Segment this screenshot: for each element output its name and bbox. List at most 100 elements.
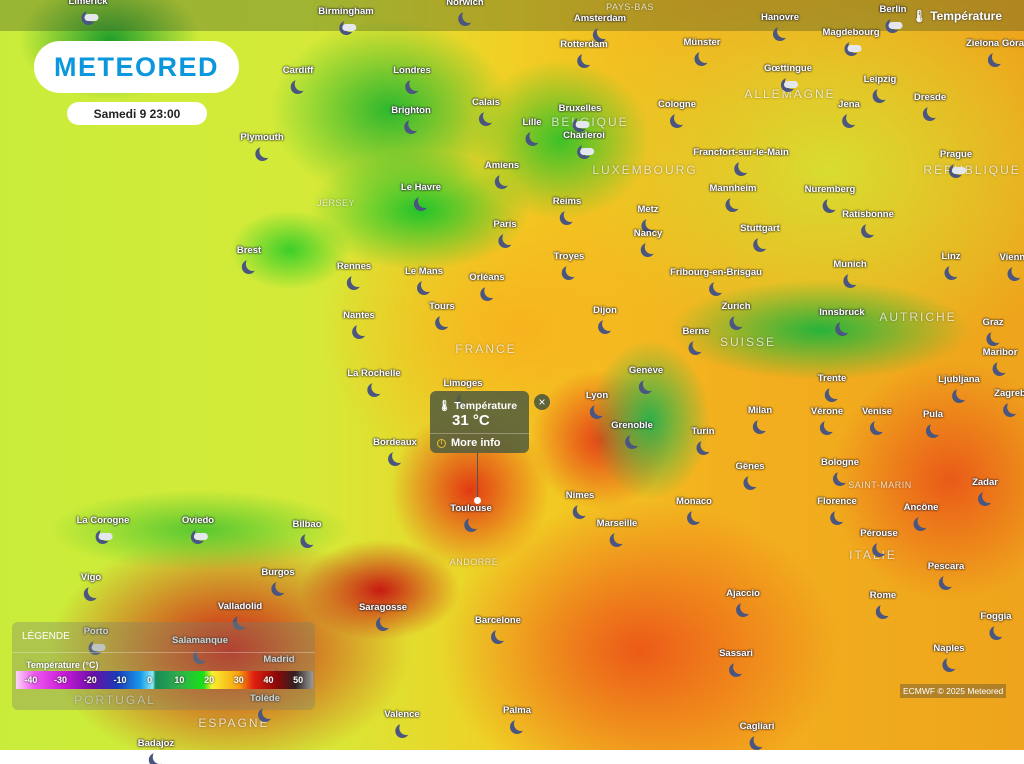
city-marker[interactable]: Barcelone	[475, 615, 521, 641]
city-marker[interactable]: Salamanque	[172, 635, 228, 661]
city-marker[interactable]: Badajoz	[138, 738, 174, 764]
city-marker[interactable]: Limerick	[68, 0, 108, 22]
city-marker[interactable]: Ljubljana	[938, 374, 980, 400]
city-marker[interactable]: Toulouse	[450, 503, 492, 529]
city-marker[interactable]: Calais	[472, 97, 500, 123]
city-marker[interactable]: Mannheim	[710, 183, 757, 209]
city-marker[interactable]: Nantes	[343, 310, 375, 336]
city-marker[interactable]: Sassari	[719, 648, 753, 674]
city-marker[interactable]: Vienne	[1000, 252, 1024, 278]
city-marker[interactable]: Vérone	[811, 406, 843, 432]
city-marker[interactable]: Graz	[982, 317, 1003, 343]
city-marker[interactable]: Orléans	[469, 272, 504, 298]
city-marker[interactable]: Genève	[629, 365, 663, 391]
city-marker[interactable]: Nuremberg	[805, 184, 856, 210]
city-marker[interactable]: Burgos	[261, 567, 294, 593]
city-marker[interactable]: Birmingham	[318, 6, 374, 32]
close-popup-button[interactable]: ×	[534, 394, 550, 410]
city-marker[interactable]: Venise	[862, 406, 892, 432]
city-marker[interactable]: Stuttgart	[740, 223, 780, 249]
city-marker[interactable]: Limoges	[443, 378, 482, 404]
city-marker[interactable]: Naples	[933, 643, 964, 669]
city-marker[interactable]: Foggia	[980, 611, 1011, 637]
city-marker[interactable]: Cagliari	[740, 721, 775, 747]
city-marker[interactable]: Oviedo	[182, 515, 214, 541]
city-marker[interactable]: Gênes	[735, 461, 764, 487]
legend-title[interactable]: LÉGENDE	[22, 631, 70, 642]
city-marker[interactable]: Cardiff	[283, 65, 314, 91]
city-marker[interactable]: Bordeaux	[373, 437, 417, 463]
city-marker[interactable]: Tolède	[250, 693, 280, 719]
city-marker[interactable]: Troyes	[554, 251, 585, 277]
city-marker[interactable]: Charleroi	[563, 130, 605, 156]
city-marker[interactable]: Zielona Góra	[966, 38, 1024, 64]
city-marker[interactable]: Münster	[684, 37, 721, 63]
city-marker[interactable]: Ajaccio	[726, 588, 760, 614]
city-marker[interactable]: Hanovre	[761, 12, 799, 38]
city-marker[interactable]: Jena	[838, 99, 860, 125]
city-marker[interactable]: Maribor	[983, 347, 1018, 373]
city-marker[interactable]: Francfort-sur-le-Main	[693, 147, 789, 173]
city-marker[interactable]: Bologne	[821, 457, 859, 483]
city-marker[interactable]: Innsbruck	[819, 307, 864, 333]
city-marker[interactable]: Monaco	[676, 496, 712, 522]
city-marker[interactable]: Turin	[691, 426, 714, 452]
city-marker[interactable]: Madrid	[263, 654, 294, 680]
city-marker[interactable]: Trente	[818, 373, 847, 399]
city-marker[interactable]: Prague	[940, 149, 972, 175]
city-marker[interactable]: Rotterdam	[560, 39, 608, 65]
city-marker[interactable]: Porto	[84, 626, 108, 652]
city-marker[interactable]: Norwich	[446, 0, 483, 23]
city-marker[interactable]: Leipzig	[864, 74, 897, 100]
city-marker[interactable]: La Corogne	[77, 515, 129, 541]
city-marker[interactable]: Nimes	[566, 490, 595, 516]
city-marker[interactable]: La Rochelle	[347, 368, 400, 394]
city-marker[interactable]: Bruxelles	[559, 103, 601, 129]
city-marker[interactable]: Bilbao	[292, 519, 321, 545]
city-marker[interactable]: Lyon	[586, 390, 608, 416]
meteored-logo[interactable]: METEORED	[34, 41, 239, 93]
city-marker[interactable]: Rennes	[337, 261, 371, 287]
city-marker[interactable]: Ratisbonne	[842, 209, 894, 235]
city-marker[interactable]: Pérouse	[860, 528, 898, 554]
city-marker[interactable]: Zagreb	[994, 388, 1024, 414]
city-marker[interactable]: Linz	[942, 251, 961, 277]
city-marker[interactable]: Saragosse	[359, 602, 407, 628]
city-marker[interactable]: Dresde	[914, 92, 946, 118]
city-marker[interactable]: Nancy	[634, 228, 663, 254]
city-marker[interactable]: Magdebourg	[823, 27, 880, 53]
city-marker[interactable]: Valladolid	[218, 601, 262, 627]
city-marker[interactable]: Paris	[493, 219, 516, 245]
city-marker[interactable]: Tours	[429, 301, 455, 327]
city-marker[interactable]: Brest	[237, 245, 261, 271]
city-marker[interactable]: Florence	[817, 496, 857, 522]
city-marker[interactable]: Cologne	[658, 99, 696, 125]
city-marker[interactable]: Rome	[870, 590, 896, 616]
city-marker[interactable]: Pula	[923, 409, 943, 435]
city-marker[interactable]: Brighton	[391, 105, 431, 131]
city-marker[interactable]: Valence	[384, 709, 419, 735]
city-marker[interactable]: Fribourg-en-Brisgau	[670, 267, 762, 293]
more-info-link[interactable]: i More info	[437, 437, 501, 449]
city-marker[interactable]: Amiens	[485, 160, 519, 186]
city-marker[interactable]: Ancône	[904, 502, 939, 528]
city-marker[interactable]: Grenoble	[611, 420, 653, 446]
city-marker[interactable]: Vigo	[81, 572, 101, 598]
city-marker[interactable]: Berlin	[880, 4, 906, 30]
city-marker[interactable]: Pescara	[928, 561, 964, 587]
city-marker[interactable]: Dijon	[593, 305, 617, 331]
city-marker[interactable]: Milan	[748, 405, 772, 431]
city-marker[interactable]: Berne	[683, 326, 710, 352]
city-marker[interactable]: Zurich	[721, 301, 750, 327]
location-pin[interactable]	[474, 497, 481, 504]
city-marker[interactable]: Metz	[637, 204, 658, 230]
forecast-datetime[interactable]: Samedi 9 23:00	[67, 102, 207, 125]
city-marker[interactable]: Plymouth	[240, 132, 283, 158]
city-marker[interactable]: Lille	[522, 117, 541, 143]
city-marker[interactable]: Marseille	[597, 518, 638, 544]
city-marker[interactable]: Zadar	[972, 477, 998, 503]
layer-label[interactable]: 🌡 Température	[912, 9, 1002, 23]
city-marker[interactable]: Reims	[553, 196, 582, 222]
city-marker[interactable]: Londres	[393, 65, 430, 91]
